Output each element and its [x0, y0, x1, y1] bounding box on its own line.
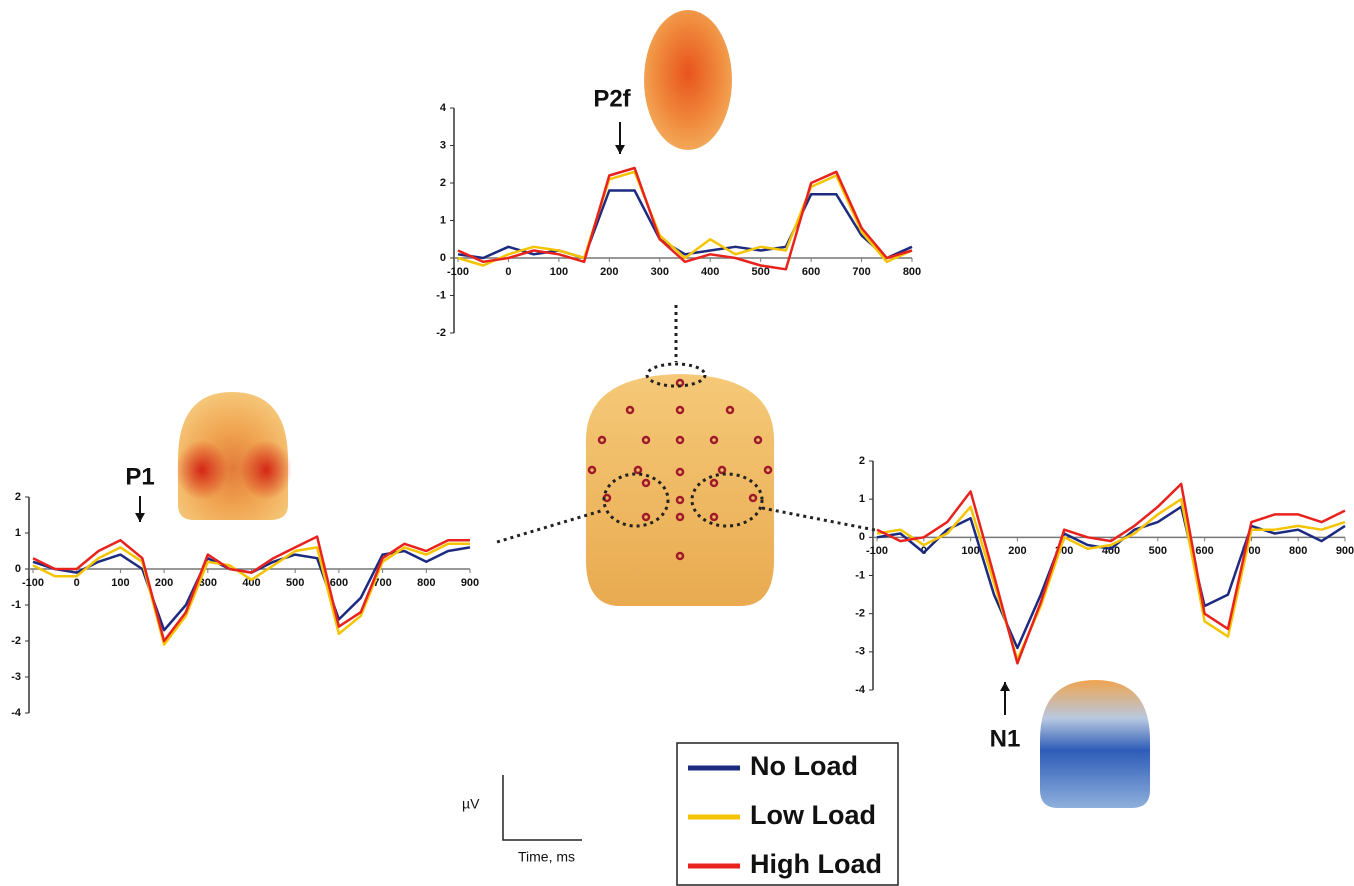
- x-tick-label: 300: [199, 577, 217, 589]
- scale-x-label: Time, ms: [518, 849, 575, 865]
- x-tick-label: 700: [852, 266, 870, 278]
- legend-label: No Load: [750, 751, 858, 781]
- x-tick-label: 900: [461, 577, 479, 589]
- topo-hotspot: [176, 440, 228, 500]
- y-tick-label: -1: [855, 569, 865, 581]
- x-tick-label: 500: [1149, 545, 1167, 557]
- x-tick-label: 0: [505, 266, 511, 278]
- x-tick-label: 800: [903, 266, 921, 278]
- legend-label: Low Load: [750, 800, 876, 830]
- x-tick-label: 300: [651, 266, 669, 278]
- x-tick-label: 0: [74, 577, 80, 589]
- head-diagrams: [176, 10, 1150, 808]
- connector: [496, 305, 876, 544]
- arrow-head: [135, 513, 145, 522]
- y-tick-label: 0: [859, 531, 865, 543]
- x-tick-label: 800: [1289, 545, 1307, 557]
- topo-map: [644, 10, 732, 150]
- scale-bar: µV Time, ms: [462, 775, 582, 865]
- data-line: High Load: [876, 482, 1346, 665]
- x-tick-label: 200: [600, 266, 618, 278]
- x-tick-label: 100: [111, 577, 129, 589]
- y-tick-label: -3: [855, 646, 865, 658]
- x-tick-label: 600: [802, 266, 820, 278]
- legend-label: High Load: [750, 849, 882, 879]
- x-tick-label: 800: [417, 577, 435, 589]
- y-tick-label: -2: [436, 327, 446, 339]
- scale-axes: [502, 775, 582, 841]
- x-tick-label: 900: [1336, 545, 1354, 557]
- data-line: No Load: [876, 505, 1346, 650]
- y-tick-label: -4: [11, 707, 22, 719]
- y-tick-label: 2: [15, 491, 21, 503]
- y-tick-label: -2: [855, 608, 865, 620]
- y-tick-label: 2: [859, 455, 865, 467]
- data-line: Low Load: [457, 170, 913, 267]
- y-tick-label: 3: [440, 139, 446, 151]
- y-tick-label: 0: [440, 252, 446, 264]
- x-tick-label: 400: [701, 266, 719, 278]
- y-tick-label: 4: [440, 102, 447, 114]
- head-model: [586, 374, 774, 606]
- arrow-head: [1000, 682, 1010, 691]
- data-line: Low Load: [32, 542, 470, 646]
- data-line: High Load: [32, 535, 470, 643]
- y-tick-label: 0: [15, 563, 21, 575]
- data-line: Low Load: [876, 497, 1346, 661]
- y-tick-label: 1: [859, 493, 865, 505]
- y-tick-label: -3: [11, 671, 21, 683]
- y-tick-label: -4: [855, 684, 866, 696]
- data-line: High Load: [457, 166, 913, 271]
- x-tick-label: -100: [447, 266, 469, 278]
- x-tick-label: 500: [751, 266, 769, 278]
- y-tick-label: -1: [11, 599, 21, 611]
- x-tick-label: 400: [242, 577, 260, 589]
- x-tick-label: 700: [373, 577, 391, 589]
- peak-label: P2f: [593, 85, 631, 112]
- x-tick-label: 600: [1195, 545, 1213, 557]
- topo-hotspot: [240, 440, 292, 500]
- y-tick-label: 1: [440, 214, 446, 226]
- arrow-head: [615, 145, 625, 154]
- data-line: No Load: [457, 189, 913, 260]
- legend: No Load Low Load High Load: [676, 742, 899, 886]
- scale-y-label: µV: [462, 796, 480, 812]
- x-tick-label: 200: [155, 577, 173, 589]
- y-tick-label: 1: [15, 527, 21, 539]
- peak-label: N1: [990, 725, 1021, 752]
- y-tick-label: -1: [436, 289, 446, 301]
- x-tick-label: 600: [330, 577, 348, 589]
- x-tick-label: 100: [550, 266, 568, 278]
- y-tick-label: -2: [11, 635, 21, 647]
- y-tick-label: 2: [440, 177, 446, 189]
- x-tick-label: 500: [286, 577, 304, 589]
- x-tick-label: -100: [22, 577, 44, 589]
- topo-map: [1040, 680, 1150, 808]
- x-tick-label: 200: [1008, 545, 1026, 557]
- peak-label: P1: [125, 463, 154, 490]
- x-tick-label: 100: [961, 545, 979, 557]
- x-tick-label: -100: [866, 545, 888, 557]
